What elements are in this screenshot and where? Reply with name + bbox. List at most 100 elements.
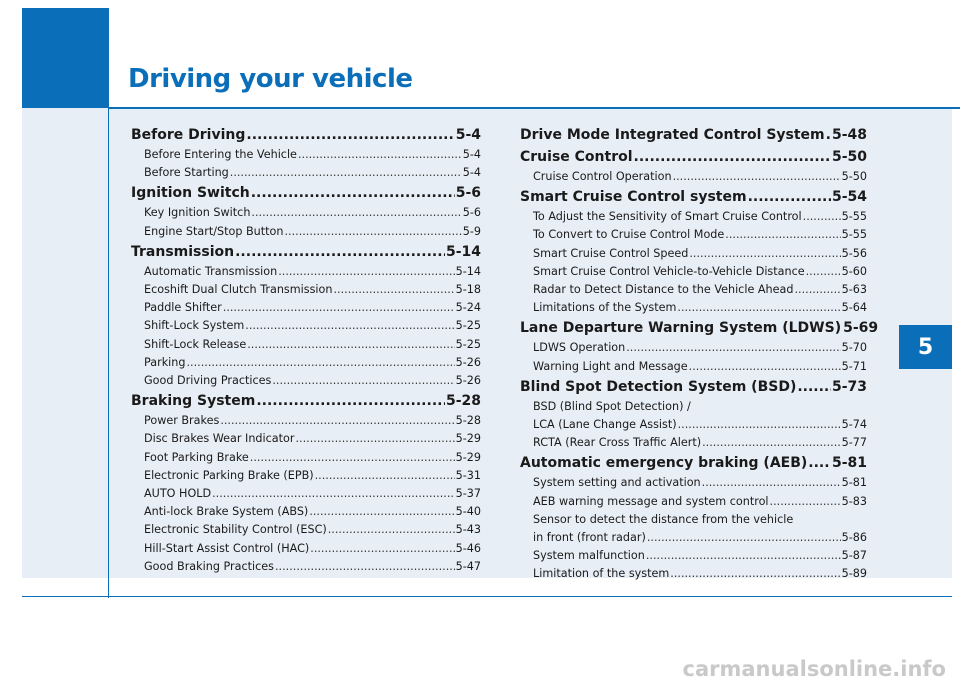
toc-subsection-entry[interactable]: Cruise Control Operation 5-50 — [520, 168, 867, 186]
toc-leader-dots — [284, 223, 461, 241]
toc-leader-dots — [794, 281, 840, 299]
chapter-color-block — [22, 8, 108, 108]
toc-subsection-entry[interactable]: Automatic Transmission 5-14 — [131, 263, 481, 281]
toc-entry-label: Power Brakes — [144, 414, 220, 428]
toc-entry-label: Shift-Lock System — [144, 319, 245, 333]
toc-leader-dots — [670, 565, 840, 583]
toc-page-number: 5-47 — [455, 559, 481, 573]
toc-leader-dots — [647, 529, 841, 547]
toc-section-entry[interactable]: Smart Cruise Control system 5-54 — [520, 186, 867, 208]
toc-section-entry[interactable]: Drive Mode Integrated Control System 5-48 — [520, 124, 867, 146]
toc-leader-dots — [295, 430, 454, 448]
toc-entry-label: Radar to Detect Distance to the Vehicle … — [533, 283, 794, 297]
toc-leader-dots — [230, 164, 462, 182]
toc-page-number: 5-83 — [841, 494, 867, 508]
toc-leader-dots — [309, 503, 454, 521]
toc-subsection-entry[interactable]: Shift-Lock Release 5-25 — [131, 336, 481, 354]
toc-section-entry[interactable]: Transmission 5-14 — [131, 241, 481, 263]
toc-entry-label: Limitation of the system — [533, 567, 670, 581]
toc-subsection-entry[interactable]: To Adjust the Sensitivity of Smart Cruis… — [520, 208, 867, 226]
toc-subsection-entry[interactable]: Disc Brakes Wear Indicator 5-29 — [131, 430, 481, 448]
toc-section-entry[interactable]: Cruise Control 5-50 — [520, 146, 867, 168]
toc-subsection-entry[interactable]: To Convert to Cruise Control Mode 5-55 — [520, 226, 867, 244]
toc-right-column: Drive Mode Integrated Control System 5-48… — [520, 124, 878, 584]
toc-entry-label: Electronic Parking Brake (EPB) — [144, 468, 314, 482]
toc-text-line: Sensor to detect the distance from the v… — [533, 512, 794, 526]
toc-page-number: 5-43 — [455, 523, 481, 537]
toc-subsection-entry[interactable]: Anti-lock Brake System (ABS) 5-40 — [131, 503, 481, 521]
toc-subsection-entry[interactable]: Power Brakes 5-28 — [131, 412, 481, 430]
toc-subsection-entry[interactable]: Good Braking Practices 5-47 — [131, 558, 481, 576]
toc-subsection-entry[interactable]: AUTO HOLD 5-37 — [131, 485, 481, 503]
toc-subsection-entry[interactable]: in front (front radar) 5-86 — [520, 529, 867, 547]
toc-leader-dots — [278, 263, 454, 281]
toc-entry-label: Before Entering the Vehicle — [144, 148, 297, 161]
toc-page-number: 5-18 — [455, 283, 481, 297]
toc-subsection-entry[interactable]: Electronic Parking Brake (EPB) 5-31 — [131, 467, 481, 485]
toc-page-number: 5-9 — [462, 224, 481, 238]
toc-subsection-entry[interactable]: Ecoshift Dual Clutch Transmission 5-18 — [131, 281, 481, 299]
toc-entry-label: Blind Spot Detection System (BSD) — [520, 378, 797, 395]
toc-page-number: 5-29 — [455, 450, 481, 464]
toc-page-number: 5-64 — [841, 301, 867, 315]
toc-leader-dots — [808, 452, 831, 474]
toc-entry-label: Engine Start/Stop Button — [144, 224, 284, 238]
toc-subsection-entry[interactable]: Parking 5-26 — [131, 354, 481, 372]
toc-subsection-entry[interactable]: System malfunction 5-87 — [520, 547, 867, 565]
toc-subsection-entry[interactable]: Key Ignition Switch 5-6 — [131, 204, 481, 222]
toc-leader-dots — [689, 245, 840, 263]
toc-subsection-entry[interactable]: AEB warning message and system control 5-… — [520, 493, 867, 511]
toc-section-entry[interactable]: Blind Spot Detection System (BSD) 5-73 — [520, 376, 867, 398]
toc-entry-label: Shift-Lock Release — [144, 337, 247, 351]
toc-page-number: 5-50 — [831, 149, 867, 165]
toc-subsection-entry[interactable]: Good Driving Practices 5-26 — [131, 372, 481, 390]
toc-leader-dots — [220, 412, 454, 430]
toc-section-entry[interactable]: Ignition Switch 5-6 — [131, 182, 481, 204]
toc-subsection-entry[interactable]: Radar to Detect Distance to the Vehicle … — [520, 281, 867, 299]
toc-entry-label: AEB warning message and system control — [533, 494, 769, 508]
toc-subsection-entry[interactable]: Before Starting 5-4 — [131, 164, 481, 182]
toc-leader-dots — [634, 146, 831, 168]
toc-leader-dots — [328, 521, 455, 539]
toc-subsection-entry[interactable]: LCA (Lane Change Assist) 5-74 — [520, 416, 867, 434]
toc-leader-dots — [333, 281, 454, 299]
toc-subsection-entry[interactable]: Foot Parking Brake 5-29 — [131, 449, 481, 467]
toc-leader-dots — [702, 434, 840, 452]
toc-entry-label: AUTO HOLD — [144, 487, 212, 501]
toc-subsection-entry[interactable]: Smart Cruise Control Speed 5-56 — [520, 245, 867, 263]
toc-entry-label: Before Driving — [131, 127, 246, 143]
toc-subsection-entry[interactable]: Warning Light and Message 5-71 — [520, 358, 867, 376]
toc-page-number: 5-63 — [841, 283, 867, 297]
toc-subsection-entry[interactable]: Limitation of the system 5-89 — [520, 565, 867, 583]
toc-page-number: 5-87 — [841, 549, 867, 563]
toc-entry-label: Ignition Switch — [131, 185, 250, 202]
toc-leader-dots — [256, 390, 445, 412]
toc-page-number: 5-26 — [455, 374, 481, 388]
toc-entry-label: Smart Cruise Control Vehicle-to-Vehicle … — [533, 264, 805, 278]
toc-section-entry[interactable]: Lane Departure Warning System (LDWS) 5-69 — [520, 317, 878, 339]
toc-subsection-entry[interactable]: RCTA (Rear Cross Traffic Alert) 5-77 — [520, 434, 867, 452]
toc-subsection-entry[interactable]: Before Entering the Vehicle 5-4 — [131, 146, 481, 164]
toc-section-entry[interactable]: Before Driving 5-4 — [131, 124, 481, 146]
toc-subsection-entry[interactable]: Smart Cruise Control Vehicle-to-Vehicle … — [520, 263, 867, 281]
toc-section-entry[interactable]: Automatic emergency braking (AEB) 5-81 — [520, 452, 867, 474]
toc-subsection-entry[interactable]: Shift-Lock System 5-25 — [131, 317, 481, 335]
toc-subsection-entry[interactable]: LDWS Operation 5-70 — [520, 339, 867, 357]
toc-subsection-entry[interactable]: Engine Start/Stop Button 5-9 — [131, 223, 481, 241]
toc-subsection-entry[interactable]: Limitations of the System 5-64 — [520, 299, 867, 317]
toc-leader-dots — [223, 299, 455, 317]
toc-subsection-entry[interactable]: System setting and activation 5-81 — [520, 474, 867, 492]
toc-subsection-entry[interactable]: Electronic Stability Control (ESC) 5-43 — [131, 521, 481, 539]
toc-leader-dots — [250, 449, 455, 467]
toc-page-number: 5-70 — [841, 341, 867, 355]
toc-entry-label: Limitations of the System — [533, 301, 677, 315]
toc-page-number: 5-6 — [462, 206, 481, 220]
toc-leader-dots — [315, 467, 455, 485]
toc-subsection-entry[interactable]: Hill-Start Assist Control (HAC) 5-46 — [131, 540, 481, 558]
toc-leader-dots — [797, 376, 831, 398]
toc-page-number: 5-14 — [455, 264, 481, 278]
chapter-tab[interactable]: 5 — [899, 325, 952, 369]
toc-subsection-entry[interactable]: Paddle Shifter 5-24 — [131, 299, 481, 317]
toc-section-entry[interactable]: Braking System 5-28 — [131, 390, 481, 412]
toc-page-number: 5-4 — [455, 127, 481, 143]
